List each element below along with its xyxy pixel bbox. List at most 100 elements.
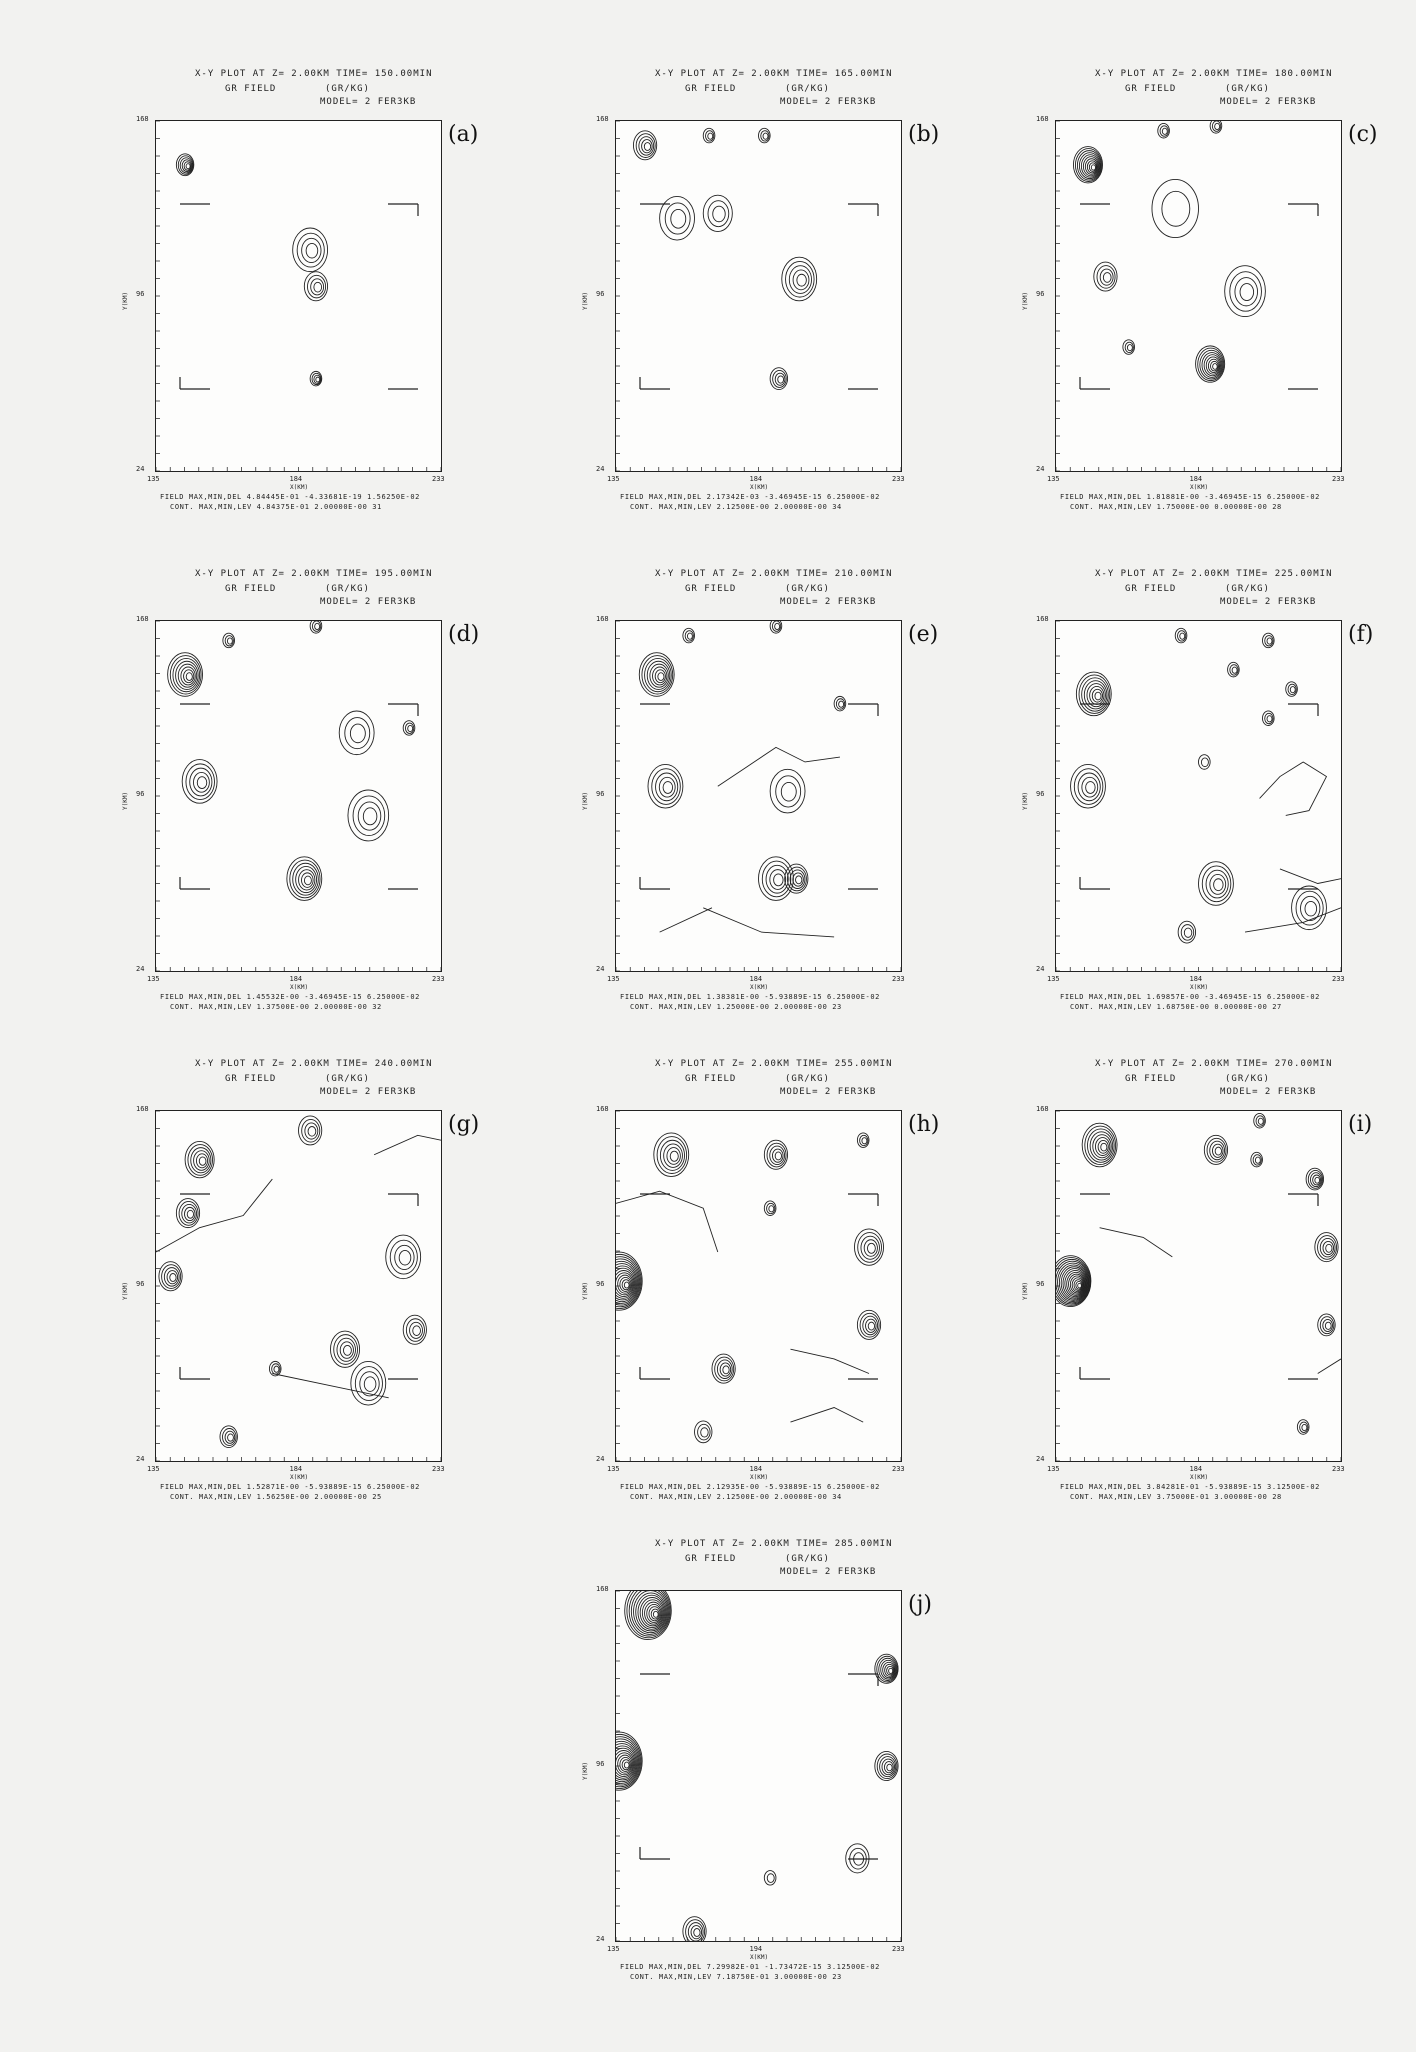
contour-svg <box>156 121 441 471</box>
x-tick-label: 135 <box>147 1465 160 1473</box>
y-tick-label: 168 <box>596 1105 609 1113</box>
field-label: GR FIELD <box>685 84 737 94</box>
contour-line <box>616 1733 642 1789</box>
contour-line <box>1307 1169 1324 1189</box>
field-stats: FIELD MAX,MIN,DEL 1.45532E-00 -3.46945E-… <box>160 993 420 1001</box>
contour-line <box>389 1239 418 1275</box>
contour-line <box>1287 683 1297 695</box>
model-label: MODEL= 2 FER3KB <box>320 597 417 607</box>
contour-line <box>766 1142 787 1168</box>
contour-line <box>344 717 371 750</box>
contour-line <box>1077 1282 1082 1289</box>
contour-line <box>700 1427 709 1438</box>
contour-line <box>1203 354 1222 377</box>
plot-area <box>155 620 442 972</box>
y-tick-label: 24 <box>136 965 145 973</box>
x-tick-label: 135 <box>1047 975 1060 983</box>
contour-line <box>405 1318 425 1342</box>
contour-line <box>623 1281 630 1289</box>
contour-cell <box>682 627 695 644</box>
contour-line <box>616 1747 636 1779</box>
contour-line <box>1081 677 1109 712</box>
contour-line <box>705 130 715 142</box>
contour-cell <box>1227 661 1240 678</box>
contour-line <box>1299 1421 1309 1433</box>
contour-ridge <box>703 907 835 938</box>
contour-line <box>763 1139 789 1170</box>
contour-line <box>616 1272 634 1296</box>
contour-line <box>769 768 806 814</box>
contour-cell <box>338 710 375 756</box>
contour-line <box>1300 895 1321 921</box>
contour-line <box>670 209 687 229</box>
contour-line <box>224 1430 236 1444</box>
contour-line <box>626 1591 671 1639</box>
contour-line <box>788 265 812 294</box>
contour-line <box>1229 271 1262 312</box>
contour-line <box>1212 363 1218 370</box>
x-tick-label: 233 <box>1332 1465 1345 1473</box>
contour-cell <box>769 768 806 814</box>
contour-line <box>616 1738 640 1786</box>
contour-line <box>1151 178 1199 239</box>
field-label: GR FIELD <box>1125 584 1177 594</box>
contour-line <box>1080 154 1100 178</box>
contour-line <box>289 859 321 899</box>
model-label: MODEL= 2 FER3KB <box>320 97 417 107</box>
contour-line <box>758 127 771 144</box>
y-tick-label: 96 <box>596 1760 605 1768</box>
contour-line <box>347 789 390 842</box>
units-label: (GR/KG) <box>785 1554 830 1564</box>
contour-line <box>354 1366 383 1401</box>
contour-line <box>1319 1238 1336 1258</box>
contour-line <box>333 1334 358 1365</box>
contour-line <box>1264 712 1274 725</box>
contour-cell <box>350 1360 387 1406</box>
contour-line <box>619 1276 632 1292</box>
chart-title: X-Y PLOT AT Z= 2.00KM TIME= 225.00MIN <box>1095 569 1333 579</box>
x-tick-label: 184 <box>1189 975 1203 983</box>
contour-line <box>296 232 325 268</box>
contour-line <box>796 273 807 287</box>
contour-line <box>777 375 785 384</box>
contour-cell <box>184 1140 215 1179</box>
contour-line <box>687 1922 704 1941</box>
contour-line <box>762 132 769 140</box>
contour-line <box>1229 664 1239 676</box>
contour-line <box>186 1209 195 1219</box>
contour-cell <box>702 194 733 232</box>
x-tick-label: 233 <box>892 475 905 483</box>
contour-cell <box>1296 1419 1310 1435</box>
contour-line <box>719 1362 732 1377</box>
contour-cell <box>1253 1113 1266 1129</box>
contour-cell <box>1291 885 1327 931</box>
x-tick-label: 184 <box>289 975 303 983</box>
contour-line <box>772 370 787 388</box>
contour-line <box>307 274 327 299</box>
contour-line <box>859 1134 869 1147</box>
contour-line <box>761 860 792 898</box>
contour-line <box>856 1132 870 1148</box>
contour-line <box>637 1594 666 1630</box>
contour-line <box>707 200 730 228</box>
contour-line <box>268 1360 282 1377</box>
contour-line <box>1072 146 1103 184</box>
contour-line <box>1056 1258 1091 1305</box>
contour-line <box>1085 781 1096 794</box>
model-label: MODEL= 2 FER3KB <box>1220 1087 1317 1097</box>
contour-line <box>886 1665 894 1676</box>
contour-line <box>616 1736 641 1788</box>
contour-line <box>1183 927 1193 938</box>
contour-line <box>301 237 322 263</box>
panel-letter: (g) <box>448 1112 480 1137</box>
contour-line <box>412 1325 421 1336</box>
contour-line <box>646 1603 662 1623</box>
contour-ridge <box>1099 1227 1173 1258</box>
contour-line <box>664 202 691 235</box>
model-label: MODEL= 2 FER3KB <box>1220 597 1317 607</box>
contour-stats: CONT. MAX,MIN,LEV 1.75000E-00 0.00000E-0… <box>1070 503 1282 511</box>
contour-line <box>711 1353 736 1384</box>
contour-cell <box>694 1420 713 1444</box>
contour-line <box>330 1330 361 1368</box>
x-tick-label: 135 <box>607 475 620 483</box>
